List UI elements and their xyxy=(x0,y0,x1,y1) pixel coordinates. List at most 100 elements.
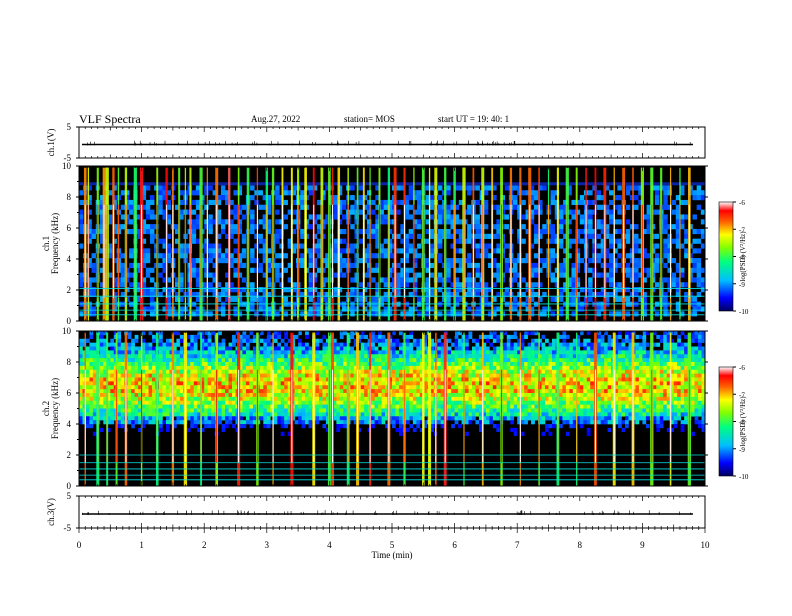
spectrogram-cell xyxy=(117,343,121,347)
spectrogram-cell xyxy=(145,420,149,424)
spectrogram-cell xyxy=(475,409,479,413)
spectrogram-cell xyxy=(150,214,154,219)
spectrogram-cell xyxy=(475,385,479,389)
spectrogram-cell xyxy=(166,354,170,358)
sferic-core xyxy=(282,205,283,298)
spectrogram-cell xyxy=(300,200,304,205)
spectrogram-cell xyxy=(152,385,156,389)
spectrogram-cell xyxy=(322,385,326,389)
spectrogram-cell xyxy=(446,214,450,219)
spectrogram-cell xyxy=(267,412,271,416)
spectrogram-cell xyxy=(305,385,309,389)
spectrogram-cell xyxy=(409,416,413,420)
spectrogram-cell xyxy=(110,362,114,366)
spectrogram-cell xyxy=(417,253,421,258)
spectrogram-cell xyxy=(315,374,319,378)
spectrogram-cell xyxy=(222,397,226,401)
spectrogram-cell xyxy=(437,389,441,393)
spectrogram-cell xyxy=(392,331,396,335)
spectrogram-cell xyxy=(108,248,112,253)
spectrogram-cell xyxy=(298,347,302,351)
spectrogram-cell xyxy=(242,393,246,397)
spectrogram-cell xyxy=(284,378,288,382)
spectrogram-cell xyxy=(513,263,517,268)
spectrogram-cell xyxy=(392,374,396,378)
spectrogram-cell xyxy=(416,362,420,366)
sferic-core xyxy=(97,205,98,298)
spectrogram-cell xyxy=(409,195,413,200)
spectrogram-cell xyxy=(208,378,212,382)
spectrogram-cell xyxy=(342,214,346,219)
spectrogram-cell xyxy=(395,362,399,366)
spectrogram-cell xyxy=(204,343,208,347)
spectrogram-cell xyxy=(469,412,473,416)
spectrogram-cell xyxy=(246,412,250,416)
spectrogram-cell xyxy=(542,258,546,263)
spectrogram-cell xyxy=(467,229,471,234)
spectrogram-cell xyxy=(281,378,285,382)
sferic-core xyxy=(413,205,414,298)
spectrogram-cell xyxy=(166,409,170,413)
spectrogram-cell xyxy=(176,339,180,343)
spectrogram-cell xyxy=(194,393,198,397)
spectrogram-cell xyxy=(588,268,592,273)
spectrogram-cell xyxy=(430,253,434,258)
spectrogram-cell xyxy=(246,358,250,362)
spectrogram-cell xyxy=(146,214,150,219)
spectrogram-cell xyxy=(275,200,279,205)
sferic-core xyxy=(454,205,455,298)
spectrogram-cell xyxy=(409,277,413,282)
spectrogram-cell xyxy=(375,335,379,339)
spectrogram-cell xyxy=(187,416,191,420)
spectrogram-cell xyxy=(458,347,462,351)
spectrogram-cell xyxy=(342,258,346,263)
spectrogram-cell xyxy=(135,354,139,358)
spectrogram-cell xyxy=(672,277,676,282)
spectrogram-cell xyxy=(580,306,584,311)
spectrogram-cell xyxy=(451,401,455,405)
spectrogram-cell xyxy=(274,358,278,362)
spectrogram-cell xyxy=(322,362,326,366)
spectrogram-cell xyxy=(253,401,257,405)
spectrogram-cell xyxy=(416,405,420,409)
spectrogram-cell xyxy=(596,258,600,263)
spectrogram-cell xyxy=(371,253,375,258)
spectrogram-cell xyxy=(350,210,354,215)
spectrogram-cell xyxy=(275,263,279,268)
spectrogram-cell xyxy=(315,409,319,413)
spectrogram-cell xyxy=(152,347,156,351)
spectrogram-cell xyxy=(246,378,250,382)
spectrogram-cell xyxy=(284,397,288,401)
spectrogram-cell xyxy=(135,378,139,382)
spectrogram-cell xyxy=(551,200,555,205)
spectrogram-cell xyxy=(305,378,309,382)
spectrogram-cell xyxy=(409,381,413,385)
spectrogram-cell xyxy=(131,397,135,401)
spectrogram-cell xyxy=(305,420,309,424)
spectrogram-cell xyxy=(309,381,313,385)
spectrogram-cell xyxy=(194,405,198,409)
spectrogram-cell xyxy=(250,282,254,287)
spectrogram-cell xyxy=(315,343,319,347)
spectrogram-cell xyxy=(204,331,208,335)
spectrogram-cell xyxy=(229,350,233,354)
spectrogram-cell xyxy=(692,306,696,311)
spectrogram-cell xyxy=(275,311,279,316)
spectrogram-cell xyxy=(150,229,154,234)
spectrogram-cell xyxy=(571,277,575,282)
spectrogram-cell xyxy=(159,409,163,413)
spectrogram-cell xyxy=(131,416,135,420)
spectrogram-cell xyxy=(249,350,253,354)
spectrogram-cell xyxy=(446,263,450,268)
spectrogram-cell xyxy=(166,416,170,420)
spectrogram-cell xyxy=(484,253,488,258)
spectrogram-cell xyxy=(211,389,215,393)
spectrogram-cell xyxy=(315,378,319,382)
spectrogram-cell xyxy=(359,297,363,302)
spectrogram-cell xyxy=(79,409,83,413)
spectrogram-cell xyxy=(162,389,166,393)
spectrogram-cell xyxy=(364,401,368,405)
spectrogram-cell xyxy=(378,370,382,374)
spectrogram-cell xyxy=(229,362,233,366)
spectrogram-cell xyxy=(455,381,459,385)
